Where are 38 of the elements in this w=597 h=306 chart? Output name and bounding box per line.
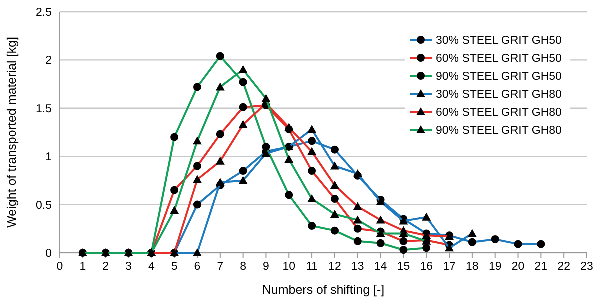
x-tick-label: 12: [328, 261, 342, 273]
x-tick-label: 20: [512, 261, 525, 273]
y-tick-label: 0.5: [36, 200, 52, 212]
y-tick-label: 2: [46, 55, 52, 68]
legend-label: 60% STEEL GRIT GH50: [436, 53, 562, 65]
legend-label: 60% STEEL GRIT GH80: [436, 107, 562, 119]
x-tick-label: 23: [580, 261, 594, 273]
x-tick-label: 18: [466, 261, 479, 273]
x-tick-label: 1: [80, 261, 86, 273]
x-tick-label: 14: [374, 261, 388, 273]
legend-label: 90% STEEL GRIT GH80: [436, 125, 562, 137]
x-tick-label: 19: [488, 261, 502, 273]
x-tick-label: 10: [282, 261, 296, 273]
x-tick-label: 15: [397, 261, 410, 273]
x-axis-title: Numbers of shifting [-]: [262, 283, 385, 297]
x-tick-label: 4: [148, 261, 156, 273]
x-tick-label: 9: [263, 261, 270, 273]
y-tick-label: 0: [46, 248, 52, 260]
x-tick-label: 0: [56, 261, 64, 273]
x-tick-label: 2: [102, 261, 110, 273]
x-tick-label: 5: [171, 261, 178, 273]
x-tick-label: 21: [534, 261, 548, 273]
x-tick-label: 8: [240, 261, 247, 273]
legend-label: 30% STEEL GRIT GH50: [436, 35, 562, 47]
x-tick-label: 13: [351, 261, 364, 273]
y-tick-label: 2.5: [36, 7, 52, 19]
y-tick-label: 1.5: [36, 103, 52, 116]
x-tick-label: 16: [420, 261, 434, 273]
legend-label: 30% STEEL GRIT GH80: [436, 89, 562, 101]
legend-label: 90% STEEL GRIT GH50: [436, 71, 562, 83]
x-tick-label: 17: [443, 261, 456, 273]
y-tick-label: 1: [46, 152, 52, 164]
x-tick-label: 3: [126, 261, 132, 273]
x-tick-label: 22: [558, 261, 570, 273]
x-tick-label: 11: [306, 261, 318, 273]
x-tick-label: 6: [194, 261, 201, 273]
x-tick-label: 7: [217, 261, 224, 273]
y-axis-title: Weight of transported material [kg]: [5, 37, 19, 228]
